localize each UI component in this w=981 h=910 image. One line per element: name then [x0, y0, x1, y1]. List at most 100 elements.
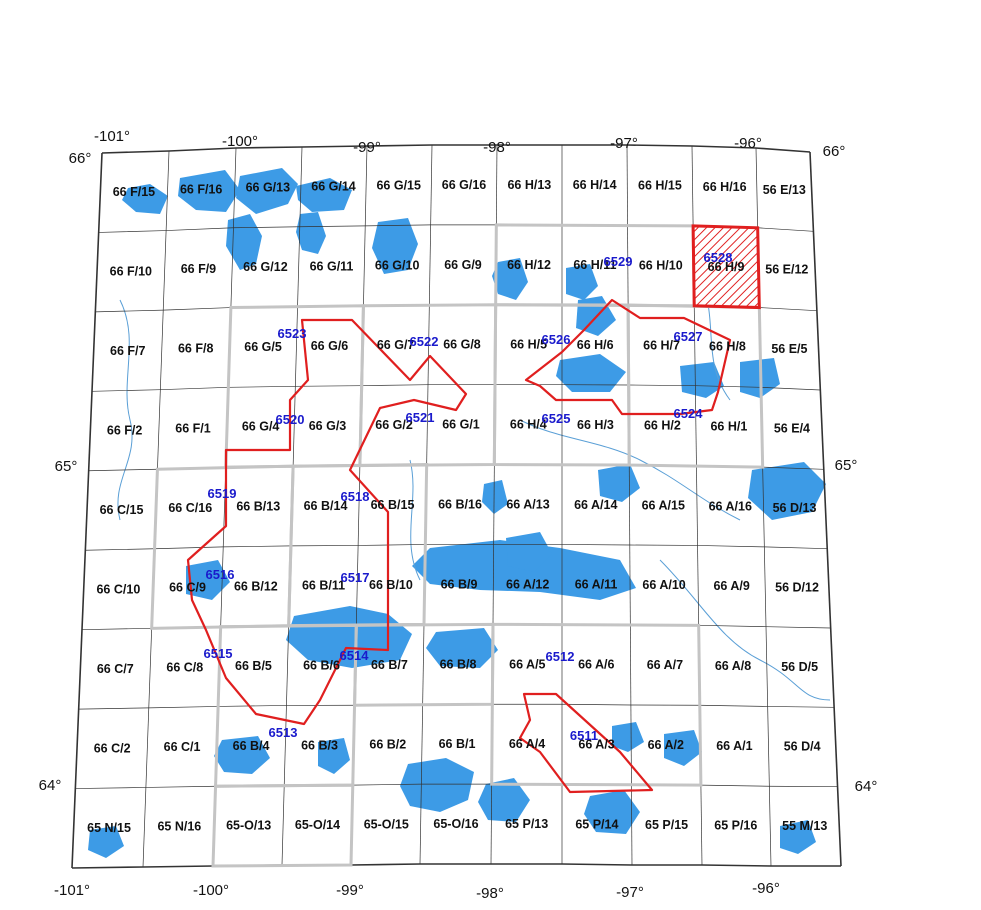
sheet-label: 66 G/8: [443, 338, 481, 352]
sheet-label: 66 B/13: [236, 500, 280, 514]
project-label-6521: 6521: [406, 410, 435, 425]
sheet-label: 56 E/12: [765, 262, 808, 276]
highlighted-sheet-66-h9: [691, 224, 761, 310]
project-label-6517: 6517: [341, 570, 370, 585]
sheet-label: 66 G/6: [311, 339, 349, 353]
project-label-6529: 6529: [604, 254, 633, 269]
sheet-label: 66 H/4: [510, 418, 547, 432]
sheet-label: 66 A/16: [709, 499, 752, 513]
sheet-label: 66 G/16: [442, 178, 487, 192]
sheet-label: 66 A/14: [574, 498, 617, 512]
river: [117, 299, 133, 521]
latitude-label-right: 65°: [835, 457, 858, 474]
sheet-label: 66 A/9: [713, 579, 749, 593]
sheet-label: 66 F/16: [180, 182, 222, 196]
sheet-label: 66 G/7: [377, 338, 415, 352]
sheet-label: 66 C/9: [169, 581, 206, 595]
sheet-label: 66 H/12: [507, 258, 551, 272]
lake: [214, 736, 270, 774]
lake: [286, 606, 412, 668]
lake: [88, 826, 124, 858]
latitude-label-left: 65°: [55, 458, 78, 475]
latitude-label-right: 66°: [823, 143, 846, 160]
grid-parallel: [71, 863, 841, 869]
lake: [680, 362, 724, 398]
sheet-label: 66 A/15: [642, 498, 685, 512]
sheet-label: 66 A/4: [509, 737, 545, 751]
longitude-label-bottom: -96°: [752, 880, 780, 897]
river: [659, 559, 831, 701]
lake: [296, 178, 352, 212]
project-label-6512: 6512: [546, 649, 575, 664]
sheet-label: 66 B/14: [304, 499, 348, 513]
project-blocks: [150, 223, 765, 868]
sheet-label: 66 G/12: [243, 260, 288, 274]
grid-parallel: [85, 544, 828, 551]
sheet-label: 56 E/13: [763, 183, 806, 197]
project-label-6516: 6516: [206, 567, 235, 582]
sheet-label: 56 D/4: [784, 740, 821, 754]
sheet-label: 66 H/10: [639, 258, 683, 272]
longitude-label-bottom: -100°: [193, 882, 229, 899]
sheet-label: 66 C/2: [94, 741, 131, 755]
sheet-label: 65 N/15: [87, 821, 131, 835]
sheet-label: 66 A/1: [716, 739, 752, 753]
sheet-label: 66 B/16: [438, 498, 482, 512]
sheet-label: 66 F/8: [178, 342, 213, 356]
sheet-label: 66 H/1: [710, 419, 747, 433]
project-label-6525: 6525: [542, 411, 571, 426]
project-label-6527: 6527: [674, 329, 703, 344]
sheet-label: 66 G/14: [311, 179, 356, 193]
sheet-label: 56 D/12: [775, 581, 819, 595]
sheet-label: 56 E/4: [774, 421, 810, 435]
sheet-label: 66 H/6: [577, 338, 614, 352]
sheet-label: 66 A/10: [642, 578, 685, 592]
grid-meridian: [71, 152, 103, 869]
sheet-label: 66 C/1: [164, 740, 201, 754]
sheet-label: 66 F/1: [175, 421, 210, 435]
coordinate-labels: -101° -100° -99° -98° -97° -96° -101° -100° -99°…: [39, 128, 878, 902]
sheet-label: 66 A/6: [578, 658, 614, 672]
project-label-6518: 6518: [341, 489, 370, 504]
sheet-label: 66 G/11: [310, 259, 354, 273]
longitude-label-bottom: -98°: [476, 885, 504, 902]
longitude-label-bottom: -99°: [336, 882, 364, 899]
sheet-label: 66 A/12: [506, 577, 549, 591]
sheet-label: 66 G/15: [376, 178, 421, 192]
project-outline: [524, 298, 732, 416]
sheet-label: 66 C/16: [168, 501, 212, 515]
lake: [400, 758, 474, 812]
sheet-label: 66 B/9: [441, 577, 478, 591]
sheet-label: 66 H/2: [644, 418, 681, 432]
sheet-label: 66 H/3: [577, 418, 614, 432]
sheet-label: 66 B/11: [302, 579, 345, 593]
lake: [478, 778, 530, 822]
sheet-label: 66 H/11: [573, 258, 616, 272]
sheet-label: 66 G/10: [375, 258, 420, 272]
sheet-label: 66 G/4: [242, 420, 280, 434]
sheet-label: 66 H/9: [708, 260, 745, 274]
longitude-label-top: -97°: [610, 135, 638, 152]
lake: [236, 168, 298, 214]
project-label-6511: 6511: [570, 728, 598, 743]
longitude-label-top: -96°: [734, 135, 762, 152]
lake: [748, 462, 826, 520]
lake: [584, 790, 640, 834]
lake: [426, 628, 498, 668]
project-label-6528: 6528: [704, 250, 733, 265]
project-label-6524: 6524: [674, 406, 704, 421]
lake: [372, 218, 418, 274]
lake: [318, 738, 350, 774]
sheet-label: 66 F/2: [107, 423, 142, 437]
sheet-label: 66 B/15: [371, 498, 415, 512]
sheet-label: 66 G/13: [246, 180, 291, 194]
sheet-label: 65-O/15: [364, 818, 409, 832]
sheet-label: 56 E/5: [771, 342, 807, 356]
sheet-label: 66 C/8: [166, 660, 203, 674]
grid-parallel: [91, 384, 821, 392]
sheet-label: 66 F/15: [113, 185, 155, 199]
sheet-label: 65 P/14: [575, 818, 618, 832]
project-label-6522: 6522: [410, 334, 439, 349]
longitude-label-top: -98°: [483, 139, 511, 156]
sheet-label: 66 C/7: [97, 662, 134, 676]
